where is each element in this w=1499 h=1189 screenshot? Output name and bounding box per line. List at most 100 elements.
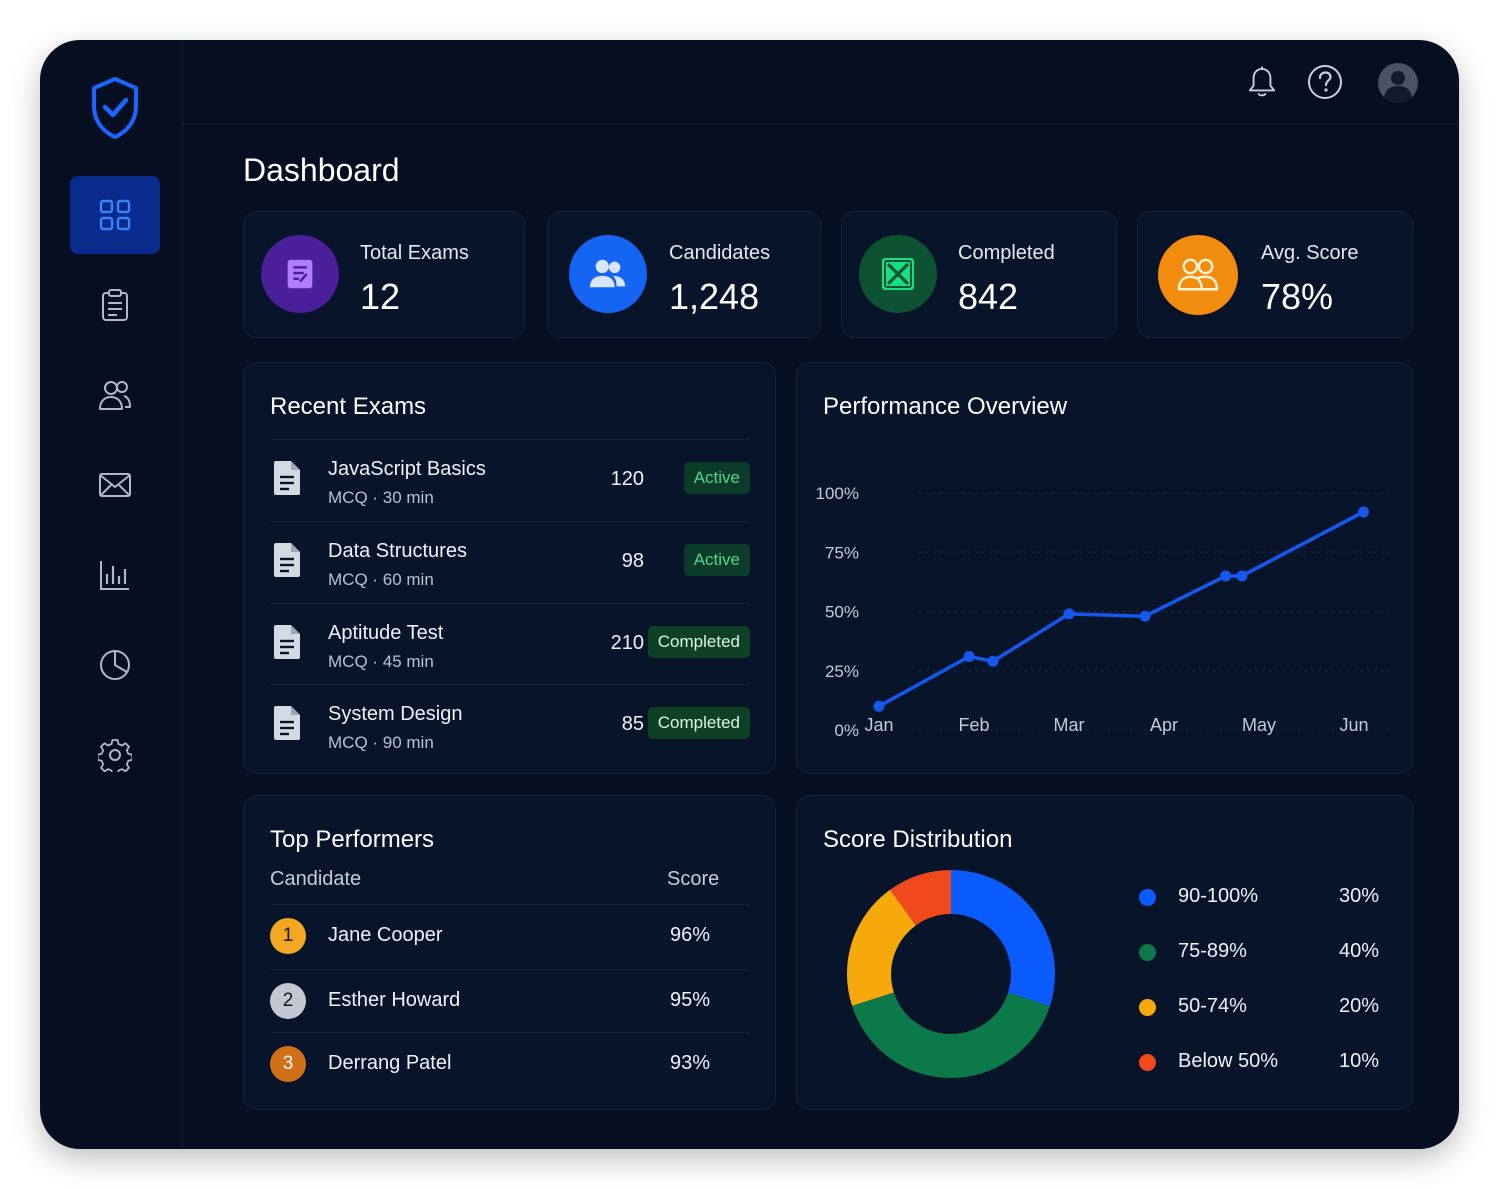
stat-label: Avg. Score (1261, 242, 1359, 264)
exam-meta: MCQ · 30 min (328, 488, 434, 507)
exam-name: System Design (328, 703, 463, 725)
x-tick-label: May (1242, 715, 1276, 735)
exam-meta: MCQ · 45 min (328, 652, 434, 671)
sidebar (40, 40, 183, 1149)
bell-icon[interactable] (1242, 62, 1282, 102)
performer-row[interactable]: 1 Jane Cooper 96% (270, 904, 750, 966)
recent-exams-card: Recent Exams JavaScript Basics MCQ · 30 … (243, 362, 776, 774)
data-point[interactable] (1236, 570, 1248, 582)
avatar[interactable] (1377, 62, 1419, 104)
top-performers-title: Top Performers (270, 826, 435, 853)
stat-card-completed[interactable]: Completed 842 (841, 211, 1117, 338)
legend-label: 90-100% (1178, 885, 1259, 907)
exam-row[interactable]: Aptitude Test MCQ · 45 min 210 Completed (270, 603, 750, 685)
document-icon (274, 543, 300, 577)
bar-chart-icon (100, 561, 129, 590)
help-icon[interactable] (1305, 62, 1345, 102)
donut-slice[interactable] (847, 870, 1055, 1078)
status-badge: Completed (647, 626, 750, 658)
data-point[interactable] (873, 700, 885, 712)
exam-meta: MCQ · 90 min (328, 733, 434, 752)
top-performers-card: Top Performers Candidate Score 1 Jane Co… (243, 795, 776, 1110)
exam-row[interactable]: JavaScript Basics MCQ · 30 min 120 Activ… (270, 439, 750, 521)
shield-check-icon[interactable] (90, 76, 140, 140)
nav-reports[interactable] (70, 536, 160, 614)
legend-dot (1139, 889, 1156, 906)
clipboard-icon (102, 289, 128, 321)
topbar (183, 40, 1459, 124)
legend-dot (1139, 944, 1156, 961)
app-window: Dashboard Total Exams 12 Candidates 1,24… (40, 40, 1459, 1149)
x-box-icon (859, 235, 937, 313)
performer-row[interactable]: 2 Esther Howard 95% (270, 969, 750, 1031)
legend-label: 50-74% (1178, 995, 1247, 1017)
stat-label: Completed (958, 242, 1055, 264)
score-distribution-card: Score Distribution 90-100% 30% 75-89% 40… (796, 795, 1413, 1110)
y-tick-label: 75% (825, 543, 859, 562)
data-point[interactable] (1358, 506, 1369, 518)
legend-item: Below 50% 10% (1139, 1047, 1379, 1077)
stat-value: 1,248 (669, 276, 760, 317)
data-point[interactable] (987, 655, 999, 667)
legend-label: Below 50% (1178, 1050, 1279, 1072)
y-tick-label: 100% (816, 484, 859, 503)
stat-value: 12 (360, 276, 401, 317)
x-tick-label: Apr (1150, 715, 1178, 735)
status-badge: Active (683, 544, 750, 576)
grid-icon (99, 199, 131, 231)
performer-score: 96% (670, 924, 711, 946)
recent-exams-title: Recent Exams (270, 393, 427, 420)
donut-slice[interactable] (847, 870, 1055, 1078)
nav-settings[interactable] (70, 716, 160, 794)
stat-value: 842 (958, 276, 1019, 317)
exam-meta: MCQ · 60 min (328, 570, 434, 589)
exam-name: Aptitude Test (328, 622, 444, 644)
exam-count: 85 (621, 713, 644, 735)
exam-row[interactable]: System Design MCQ · 90 min 85 Completed (270, 684, 750, 766)
column-header-score: Score (667, 868, 720, 890)
rank-badge: 2 (270, 983, 306, 1019)
legend-item: 50-74% 20% (1139, 992, 1379, 1022)
performer-name: Derrang Patel (328, 1052, 452, 1074)
performer-name: Esther Howard (328, 989, 461, 1011)
nav-candidates[interactable] (70, 356, 160, 434)
stat-card-total-exams[interactable]: Total Exams 12 (243, 211, 525, 338)
legend-value: 10% (1338, 1050, 1379, 1072)
data-point[interactable] (963, 651, 975, 663)
nav-messages[interactable] (70, 446, 160, 524)
nav-dashboard[interactable] (70, 176, 160, 254)
exam-count: 210 (610, 632, 644, 654)
exam-row[interactable]: Data Structures MCQ · 60 min 98 Active (270, 521, 750, 603)
column-header-candidate: Candidate (270, 868, 362, 890)
legend-value: 30% (1338, 885, 1379, 907)
data-point[interactable] (1139, 610, 1151, 622)
y-tick-label: 25% (825, 662, 859, 681)
performer-name: Jane Cooper (328, 924, 443, 946)
legend-dot (1139, 999, 1156, 1016)
stat-card-avg-score[interactable]: Avg. Score 78% (1137, 211, 1413, 338)
stat-value: 78% (1261, 276, 1334, 317)
data-point[interactable] (1063, 608, 1075, 620)
x-tick-label: Jan (864, 715, 893, 735)
legend-value: 40% (1338, 940, 1379, 962)
stat-label: Total Exams (360, 242, 469, 264)
series-line (878, 510, 1365, 708)
x-tick-label: Feb (958, 715, 989, 735)
stat-card-candidates[interactable]: Candidates 1,248 (547, 211, 821, 338)
exam-count: 98 (621, 550, 644, 572)
legend-item: 90-100% 30% (1139, 882, 1379, 912)
legend-value: 20% (1338, 995, 1379, 1017)
legend-item: 75-89% 40% (1139, 937, 1379, 967)
data-point[interactable] (1220, 570, 1232, 582)
page-title: Dashboard (243, 152, 400, 188)
legend-label: 75-89% (1178, 940, 1247, 962)
status-badge: Completed (647, 707, 750, 739)
donut-slice[interactable] (847, 870, 1055, 1078)
users-icon (569, 235, 647, 313)
nav-analytics[interactable] (70, 626, 160, 704)
nav-exams[interactable] (70, 266, 160, 344)
performance-title: Performance Overview (823, 393, 1068, 420)
performer-row[interactable]: 3 Derrang Patel 93% (270, 1032, 750, 1094)
document-icon (274, 706, 300, 740)
stat-label: Candidates (669, 242, 771, 264)
